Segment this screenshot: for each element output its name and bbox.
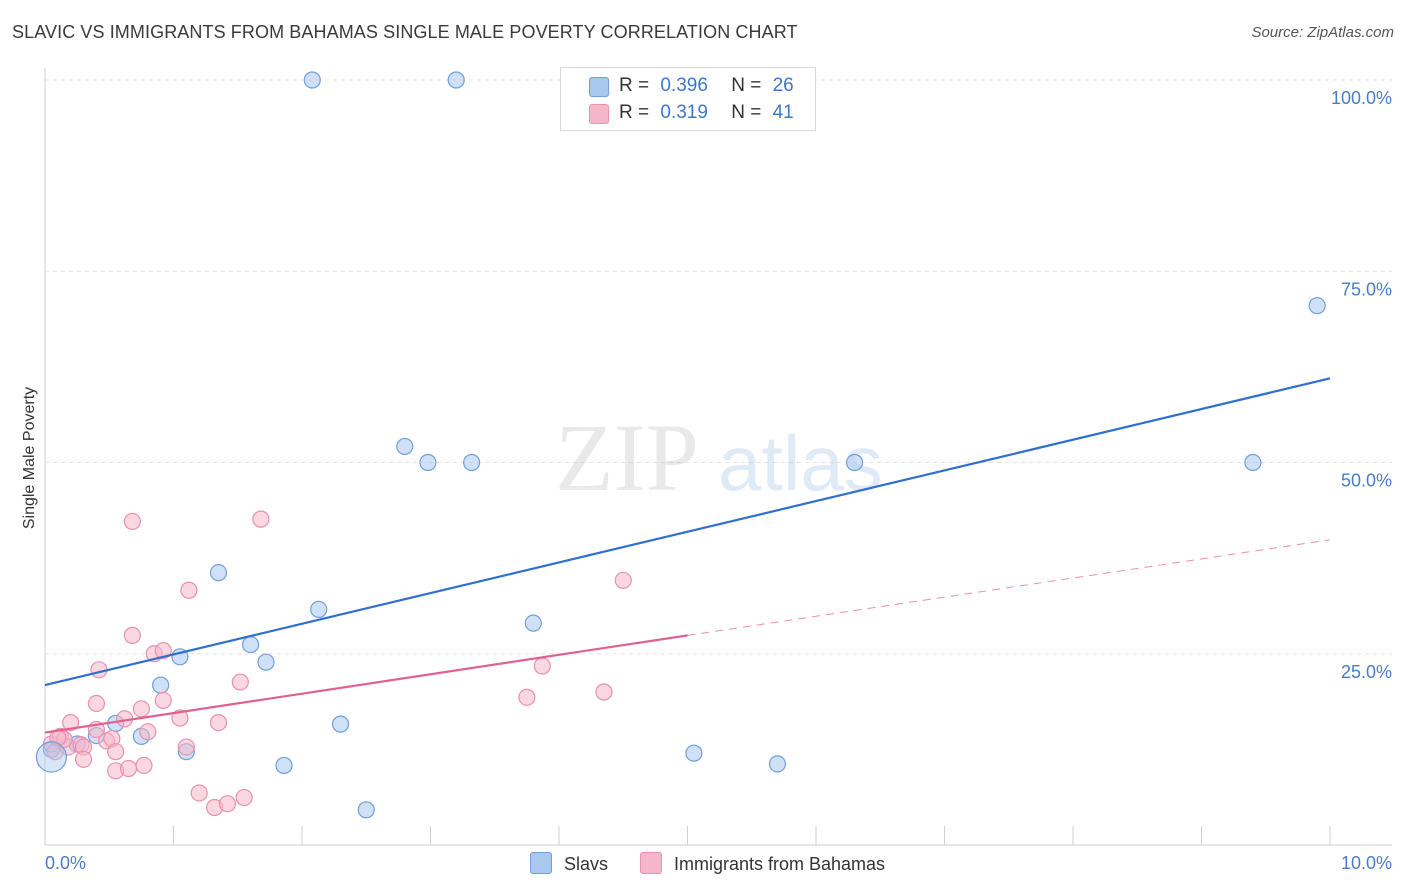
bahamas-point — [209, 713, 228, 732]
bahamas-point — [614, 571, 632, 589]
y-tick-label: 50.0% — [1341, 471, 1392, 491]
r-value: 0.319 — [660, 102, 708, 123]
slavs-point — [152, 676, 170, 694]
bahamas-legend-swatch — [640, 852, 662, 874]
n-label: N = — [731, 102, 762, 123]
r-label: R = — [619, 102, 650, 123]
legend-text-slavs: R = 0.396 N = 26 — [619, 75, 794, 97]
slavs-point — [275, 756, 293, 775]
bahamas-point — [190, 784, 208, 802]
bahamas-swatch — [589, 104, 609, 124]
trend-lines — [44, 377, 1331, 734]
bahamas-point — [62, 713, 80, 732]
n-value: 41 — [772, 102, 794, 123]
bottom-legend-bahamas: Immigrants from Bahamas — [640, 852, 885, 875]
r-value: 0.396 — [660, 75, 708, 96]
bahamas-point — [123, 626, 141, 644]
slavs-point — [357, 801, 375, 819]
n-label: N = — [731, 75, 762, 96]
slavs-trend-line — [44, 377, 1331, 687]
slavs-point — [303, 71, 321, 89]
y-tick-label: 100.0% — [1331, 88, 1392, 108]
watermark-zip: ZIP — [555, 404, 699, 511]
bahamas-point — [132, 700, 150, 718]
y-tick-label: 75.0% — [1341, 279, 1392, 299]
slavs-point — [419, 453, 437, 472]
slavs-point — [257, 653, 275, 671]
slavs-legend-swatch — [530, 852, 552, 874]
correlation-legend: R = 0.396 N = 26 R = 0.319 N = 41 — [560, 67, 816, 131]
bahamas-point — [123, 512, 141, 531]
bahamas-point — [119, 759, 138, 778]
bahamas-point — [87, 694, 106, 713]
bahamas-point — [171, 709, 189, 727]
y-tick-label: 25.0% — [1341, 662, 1392, 682]
watermark: ZIP atlas — [555, 404, 883, 511]
bahamas-point — [154, 691, 172, 710]
r-label: R = — [619, 75, 650, 96]
slavs-point — [331, 715, 350, 733]
axes — [44, 68, 1392, 846]
tick-labels: 25.0% 50.0% 75.0% 100.0% 0.0% 10.0% — [45, 88, 1392, 873]
bahamas-point — [533, 657, 551, 675]
bahamas-point — [74, 750, 93, 768]
bahamas-point — [135, 756, 153, 775]
bahamas-point — [518, 688, 536, 706]
bahamas-trend-line — [44, 634, 688, 734]
slavs-swatch — [589, 77, 609, 97]
bahamas-point — [177, 738, 195, 756]
legend-text-bahamas: R = 0.319 N = 41 — [619, 102, 794, 124]
bahamas-point — [180, 581, 198, 599]
slavs-point — [447, 71, 465, 89]
slavs-point — [1244, 453, 1262, 472]
slavs-point — [524, 614, 542, 632]
bahamas-point — [231, 673, 249, 691]
n-value: 26 — [772, 75, 794, 96]
data-points — [35, 71, 1326, 819]
bahamas-point — [595, 683, 613, 701]
bahamas-point — [235, 788, 253, 807]
slavs-point — [685, 744, 703, 762]
source-note: Source: ZipAtlas.com — [1251, 24, 1394, 41]
slavs-point — [768, 755, 787, 773]
x-tick-label-max: 10.0% — [1341, 853, 1392, 873]
x-tick-label-min: 0.0% — [45, 853, 86, 873]
slavs-point — [242, 635, 260, 654]
slavs-point — [1308, 297, 1326, 315]
grid-lines — [45, 79, 1392, 655]
bahamas-point — [107, 743, 125, 761]
bottom-legend-slavs: Slavs — [530, 852, 608, 875]
bahamas-point — [218, 795, 237, 813]
slavs-point — [396, 437, 414, 456]
bahamas-trend-extension — [687, 539, 1331, 636]
slavs-legend-label: Slavs — [564, 854, 609, 874]
slavs-point — [463, 453, 481, 472]
bahamas-point — [252, 510, 270, 528]
chart-title: SLAVIC VS IMMIGRANTS FROM BAHAMAS SINGLE… — [12, 22, 798, 42]
slavs-cluster-point — [35, 741, 68, 773]
y-axis-label: Single Male Poverty — [21, 387, 38, 529]
bahamas-point — [139, 723, 157, 741]
slavs-point — [845, 453, 864, 472]
slavs-point — [310, 600, 328, 618]
bahamas-point — [154, 642, 172, 660]
bahamas-legend-label: Immigrants from Bahamas — [674, 854, 886, 874]
slavs-point — [209, 564, 228, 582]
